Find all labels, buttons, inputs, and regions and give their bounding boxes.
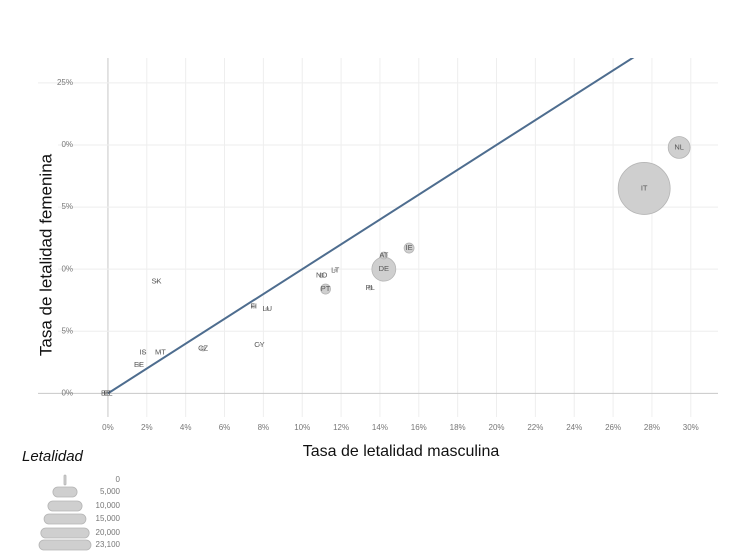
bubble [200,345,206,352]
point-label: EL [103,388,112,397]
reference-line [107,58,635,395]
x-tick-label: 6% [219,423,231,432]
point-label: AT [379,250,388,259]
y-tick-label: 5% [61,326,73,335]
x-tick-label: 10% [294,423,310,432]
point-label: LT [331,265,340,274]
x-tick-label: 20% [489,423,505,432]
point-label: DE [379,264,389,273]
grid [38,58,718,417]
point-label: CY [254,340,264,349]
bubble [155,280,158,283]
x-tick-label: 16% [411,423,427,432]
point-label: MT [155,347,166,356]
legend-bubble [38,539,92,551]
bubble [667,136,691,159]
legend-label: 0 [116,475,121,484]
x-tick-label: 28% [644,423,660,432]
bubble [333,268,337,272]
y-axis-title: Tasa de letalidad femenina [36,153,55,356]
size-legend: 0 5,000 10,000 15,000 20,000 23,100 [38,474,121,551]
legend-bubble [43,513,87,525]
legend-label: 15,000 [96,514,121,523]
x-tick-label: 24% [566,423,582,432]
bubble [141,351,144,354]
x-tick-label: 0% [102,423,114,432]
point-label: IT [641,183,648,192]
bubble [403,242,415,254]
x-tick-label: 26% [605,423,621,432]
legend-label: 20,000 [96,528,121,537]
legend-label: 23,100 [96,540,121,549]
point-label: CZ [198,344,208,353]
point-label: IE [406,243,413,252]
bubble [258,343,261,347]
bubble [137,363,141,367]
point-label: LU [262,304,272,313]
bubble [265,307,270,311]
point-label: PT [321,284,331,293]
bubble [251,304,256,309]
y-tick-label: 0% [61,389,73,398]
x-tick-label: 2% [141,423,153,432]
legend-bubble [40,527,90,539]
point-label: EE [134,360,144,369]
y-tick-label: 0% [61,264,73,273]
x-tick-label: 18% [450,423,466,432]
legend-title: Letalidad [22,448,84,465]
point-label: PL [366,283,375,292]
x-axis-title: Tasa de letalidad masculina [303,443,500,460]
point-label: NL [674,142,684,151]
x-tick-label: 8% [258,423,270,432]
legend-label: 10,000 [96,501,121,510]
x-tick-label: 12% [333,423,349,432]
point-label: IS [139,347,146,356]
bubble [617,162,671,215]
y-tick-label: 5% [61,202,73,211]
x-tick-label: 30% [683,423,699,432]
x-tick-label: 14% [372,423,388,432]
bubble [367,285,373,291]
labels: 0% 2% 4% 6% 8% 10% 12% 14% 16% 18% 20% 22% 24% 26% 28%… [57,78,699,432]
point-label: SK [152,277,162,286]
bubble [320,283,331,295]
legend-label: 5,000 [100,487,121,496]
title-backdrop [30,130,58,380]
point-label: NO [316,270,327,279]
y-tick-label: 25% [57,78,73,87]
x-tick-label: 4% [180,423,192,432]
legend-bubble [63,474,67,486]
point-label: BE [101,388,111,397]
y-tick-label: 0% [61,140,73,149]
legend-bubble [47,500,83,512]
bubble [379,251,388,260]
bubble [159,351,162,354]
point-label: FI [250,301,257,310]
legend-bubble [52,486,78,498]
bubble [318,272,325,279]
x-tick-label: 22% [527,423,543,432]
